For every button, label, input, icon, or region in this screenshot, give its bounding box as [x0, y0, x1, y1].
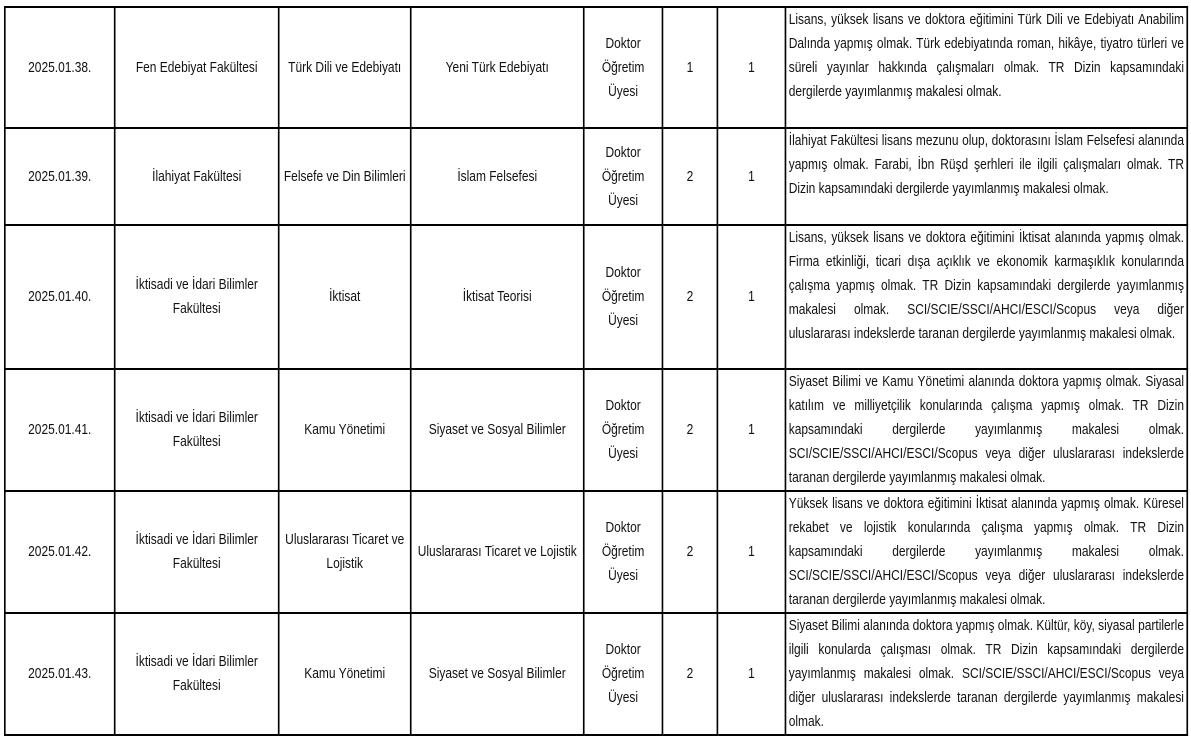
department-cell: Uluslararası Ticaret ve Lojistik	[277, 490, 412, 614]
position-count-cell: 1	[716, 612, 787, 736]
degree-cell: 1	[661, 6, 719, 129]
requirements-cell: Lisans, yüksek lisans ve doktora eğitimi…	[784, 6, 1189, 129]
academic-title-cell: Doktor Öğretim Üyesi	[582, 224, 664, 370]
requirements-cell: Siyaset Bilimi ve Kamu Yönetimi alanında…	[784, 368, 1189, 492]
program-cell: Siyaset ve Sosyal Bilimler	[409, 368, 585, 492]
degree-cell: 2	[661, 224, 719, 370]
department-cell: Kamu Yönetimi	[277, 612, 412, 736]
requirements-cell: Yüksek lisans ve doktora eğitimini İktis…	[784, 490, 1189, 614]
faculty-cell: İktisadi ve İdari Bilimler Fakültesi	[113, 368, 280, 492]
faculty-cell: İktisadi ve İdari Bilimler Fakültesi	[113, 490, 280, 614]
position-code-cell: 2025.01.38.	[4, 6, 116, 129]
table-row: 2025.01.42. İktisadi ve İdari Bilimler Fa…	[4, 490, 1189, 614]
position-code-cell: 2025.01.40.	[4, 224, 116, 370]
academic-title-cell: Doktor Öğretim Üyesi	[582, 490, 664, 614]
program-cell: İktisat Teorisi	[409, 224, 585, 370]
position-count-cell: 1	[716, 368, 787, 492]
position-code-cell: 2025.01.39.	[4, 127, 116, 226]
faculty-cell: İlahiyat Fakültesi	[113, 127, 280, 226]
program-cell: İslam Felsefesi	[409, 127, 585, 226]
position-count-cell: 1	[716, 490, 787, 614]
program-cell: Yeni Türk Edebiyatı	[409, 6, 585, 129]
academic-title-cell: Doktor Öğretim Üyesi	[582, 612, 664, 736]
faculty-cell: İktisadi ve İdari Bilimler Fakültesi	[113, 224, 280, 370]
position-code-cell: 2025.01.41.	[4, 368, 116, 492]
degree-cell: 2	[661, 127, 719, 226]
table-row: 2025.01.39. İlahiyat Fakültesi Felsefe ve …	[4, 127, 1189, 226]
requirements-cell: Lisans, yüksek lisans ve doktora eğitimi…	[784, 224, 1189, 370]
degree-cell: 2	[661, 368, 719, 492]
academic-title-cell: Doktor Öğretim Üyesi	[582, 6, 664, 129]
table-row: 2025.01.40. İktisadi ve İdari Bilimler Fa…	[4, 224, 1189, 370]
faculty-cell: Fen Edebiyat Fakültesi	[113, 6, 280, 129]
faculty-cell: İktisadi ve İdari Bilimler Fakültesi	[113, 612, 280, 736]
position-count-cell: 1	[716, 6, 787, 129]
position-code-cell: 2025.01.42.	[4, 490, 116, 614]
table-row: 2025.01.43. İktisadi ve İdari Bilimler Fa…	[4, 612, 1189, 736]
department-cell: Türk Dili ve Edebiyatı	[277, 6, 412, 129]
degree-cell: 2	[661, 612, 719, 736]
department-cell: Kamu Yönetimi	[277, 368, 412, 492]
department-cell: İktisat	[277, 224, 412, 370]
requirements-cell: Siyaset Bilimi alanında doktora yapmış o…	[784, 612, 1189, 736]
position-code-cell: 2025.01.43.	[4, 612, 116, 736]
table-row: 2025.01.41. İktisadi ve İdari Bilimler Fa…	[4, 368, 1189, 492]
requirements-cell: İlahiyat Fakültesi lisans mezunu olup, d…	[784, 127, 1189, 226]
positions-table: 2025.01.38. Fen Edebiyat Fakültesi Türk Di…	[4, 6, 1189, 736]
position-count-cell: 1	[716, 224, 787, 370]
academic-title-cell: Doktor Öğretim Üyesi	[582, 368, 664, 492]
position-count-cell: 1	[716, 127, 787, 226]
program-cell: Uluslararası Ticaret ve Lojistik	[409, 490, 585, 614]
positions-table-wrapper: 2025.01.38. Fen Edebiyat Fakültesi Türk Di…	[4, 6, 1189, 736]
program-cell: Siyaset ve Sosyal Bilimler	[409, 612, 585, 736]
academic-title-cell: Doktor Öğretim Üyesi	[582, 127, 664, 226]
department-cell: Felsefe ve Din Bilimleri	[277, 127, 412, 226]
table-row: 2025.01.38. Fen Edebiyat Fakültesi Türk Di…	[4, 6, 1189, 129]
degree-cell: 2	[661, 490, 719, 614]
